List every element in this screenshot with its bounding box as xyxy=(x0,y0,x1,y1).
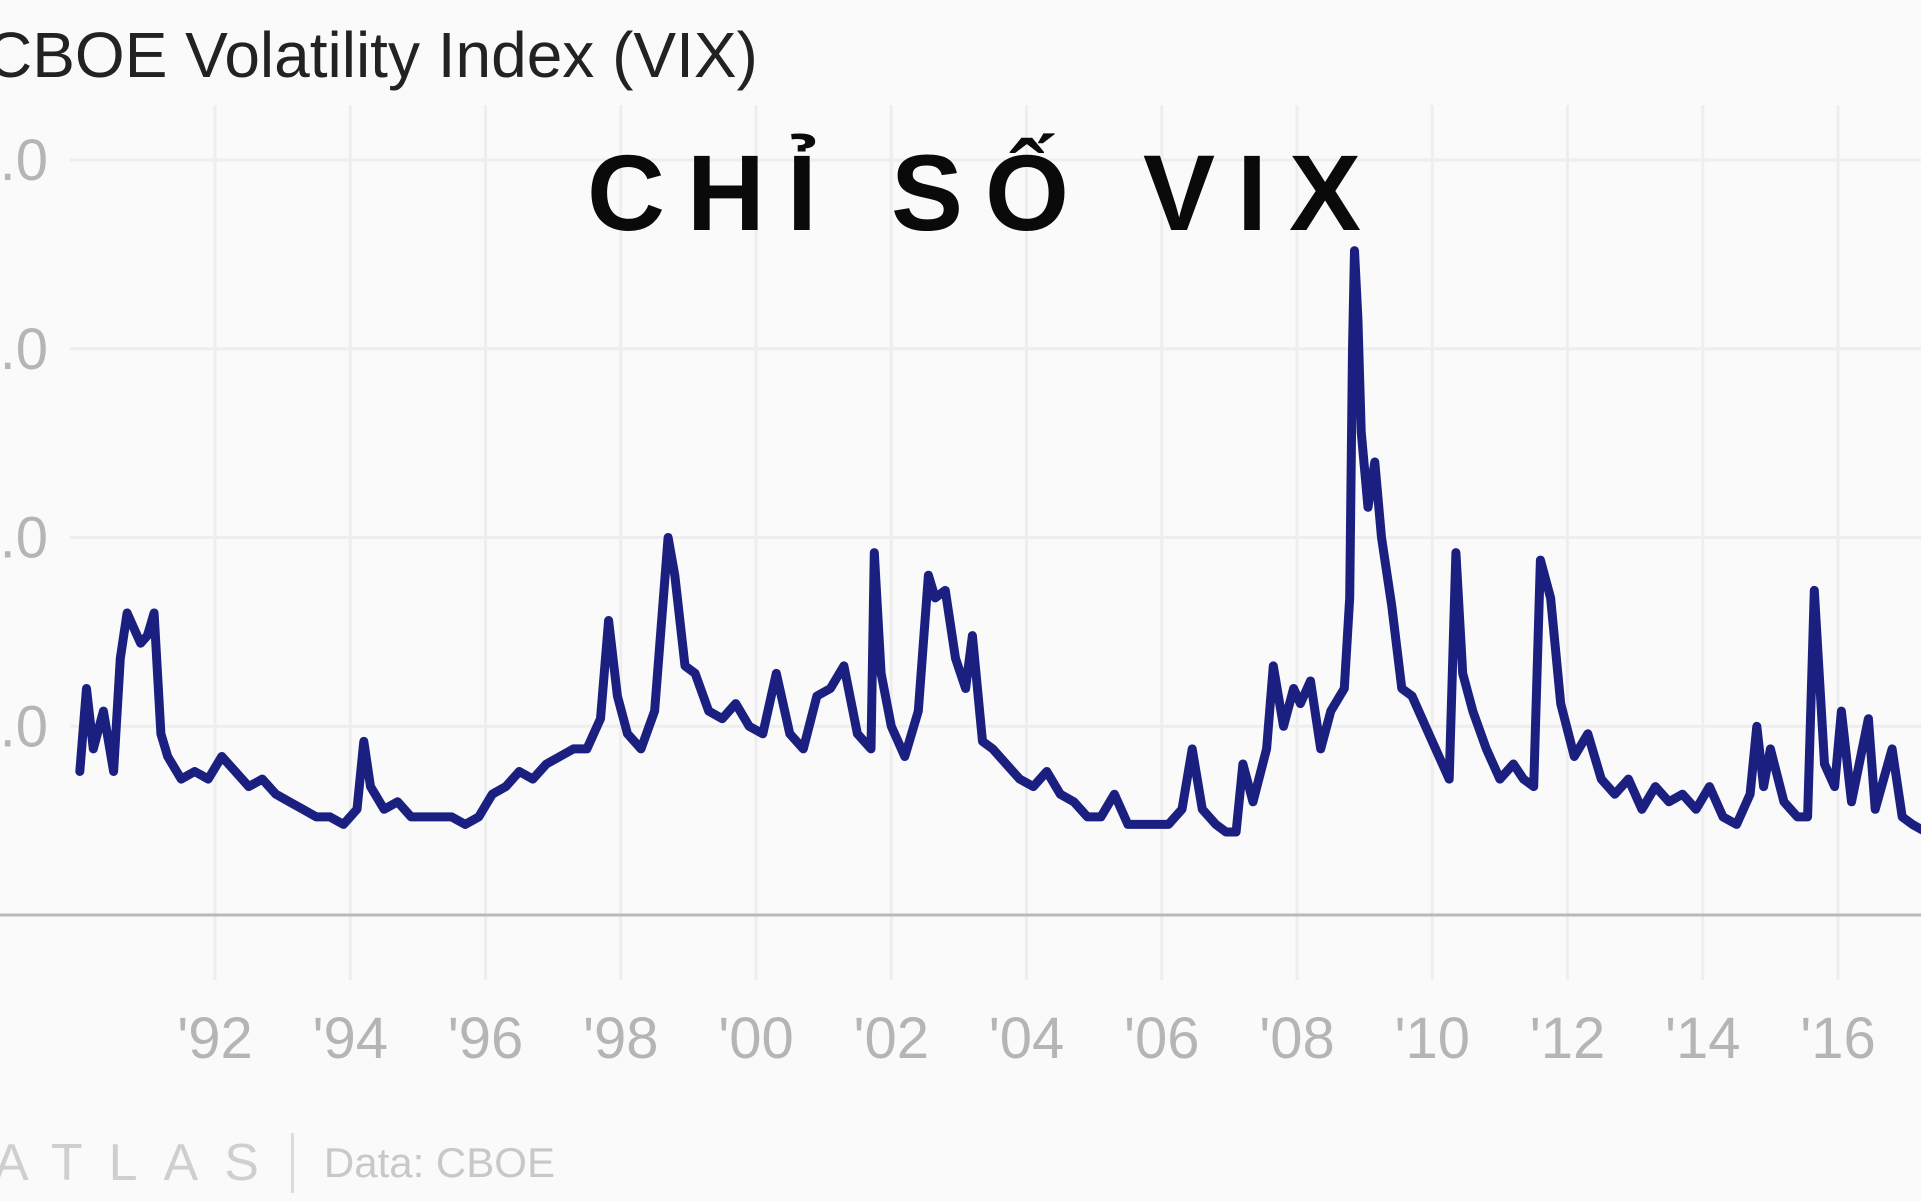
x-tick-label: '16 xyxy=(1800,1006,1876,1071)
chart-title: CBOE Volatility Index (VIX) xyxy=(0,19,758,91)
x-tick-label: '12 xyxy=(1530,1006,1606,1071)
footer: ATLAS Data: CBOE xyxy=(0,1128,555,1198)
x-tick-label: '14 xyxy=(1665,1006,1741,1071)
data-source-text: Data: CBOE xyxy=(323,1139,555,1186)
x-tick-label: '08 xyxy=(1259,1006,1335,1071)
vix-series-line xyxy=(75,246,1921,837)
x-tick-label: '06 xyxy=(1124,1006,1200,1071)
x-tick-label: '92 xyxy=(177,1006,253,1071)
atlas-logo: ATLAS xyxy=(0,1134,285,1192)
y-tick-label: 100.0 xyxy=(0,128,48,193)
x-tick-label: '00 xyxy=(718,1006,794,1071)
y-axis-tick-labels: 25.0 50.0 75.0 100.0 xyxy=(0,128,48,759)
overlay-title: CHỈ SỐ VIX xyxy=(586,132,1384,253)
x-tick-label: '98 xyxy=(583,1006,659,1071)
x-axis-tick-labels: '92 '94 '96 '98 '00 '02 '04 '06 '08 '10 '12 '14 '16 xyxy=(177,1006,1876,1071)
y-tick-label: 25.0 xyxy=(0,694,48,759)
footer-divider xyxy=(290,1133,294,1193)
x-tick-label: '02 xyxy=(853,1006,929,1071)
y-tick-label: 50.0 xyxy=(0,506,48,571)
y-tick-label: 75.0 xyxy=(0,317,48,382)
x-tick-label: '04 xyxy=(989,1006,1065,1071)
x-tick-label: '10 xyxy=(1394,1006,1470,1071)
x-tick-label: '96 xyxy=(448,1006,524,1071)
x-tick-label: '94 xyxy=(312,1006,388,1071)
gridlines xyxy=(70,105,1921,980)
